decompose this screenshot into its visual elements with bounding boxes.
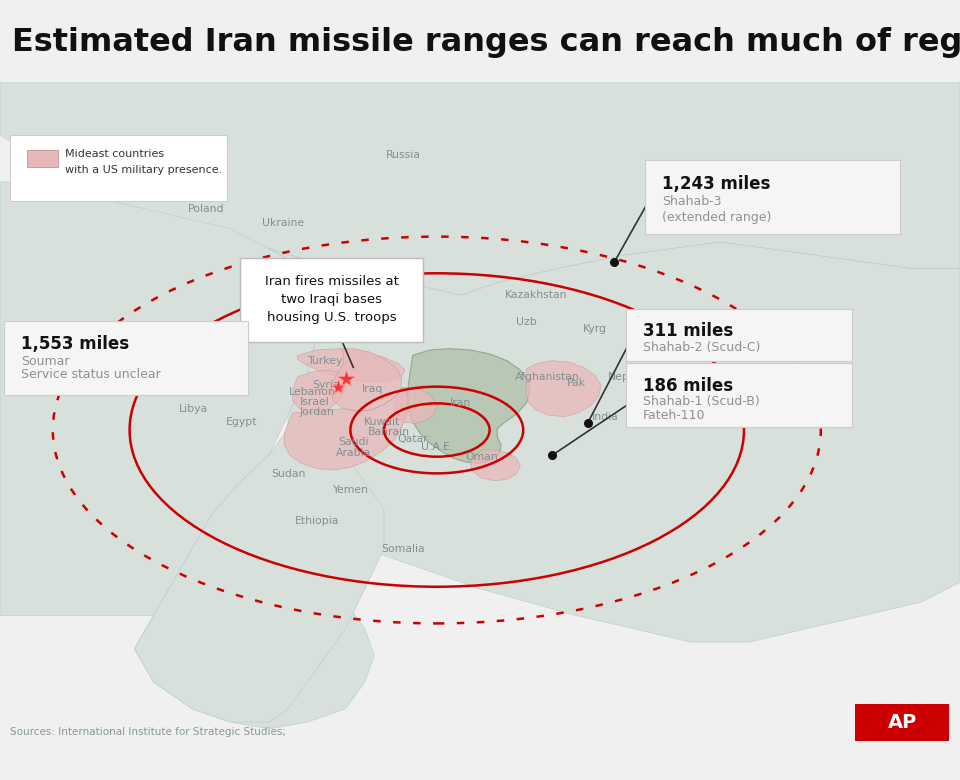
Text: Shahab-2 (Scud-C): Shahab-2 (Scud-C) [643,341,760,353]
Text: Iraq: Iraq [362,384,383,394]
Text: Kazakhstan: Kazakhstan [504,290,567,300]
Text: Poland: Poland [188,204,225,214]
Text: Ukraine: Ukraine [262,218,304,229]
Text: Egypt: Egypt [227,417,257,427]
Text: Estimated Iran missile ranges can reach much of region: Estimated Iran missile ranges can reach … [12,27,960,58]
Text: Oman: Oman [466,452,498,462]
Text: Mideast countries: Mideast countries [65,149,164,159]
Text: Qatar: Qatar [397,434,428,444]
Text: Iran: Iran [450,399,471,409]
FancyBboxPatch shape [626,363,852,427]
FancyBboxPatch shape [626,309,852,360]
Text: Pak: Pak [566,378,586,388]
Text: Ethiopia: Ethiopia [295,516,339,526]
Text: Israel: Israel [300,397,329,407]
Polygon shape [0,182,374,729]
Text: Bahrain: Bahrain [368,427,410,437]
Text: Kuwait: Kuwait [364,417,400,427]
Text: 311 miles: 311 miles [643,322,733,340]
Text: Yemen: Yemen [332,485,369,495]
Polygon shape [284,388,408,470]
Text: Lebanon: Lebanon [289,387,335,397]
FancyBboxPatch shape [240,258,423,342]
Text: 186 miles: 186 miles [643,377,733,395]
Text: (extended range): (extended range) [662,211,772,224]
Text: Uzb: Uzb [516,317,537,327]
Text: Libya: Libya [180,404,208,413]
Text: Nepal: Nepal [609,371,639,381]
Text: U.A.E.: U.A.E. [420,442,453,452]
Text: Russia: Russia [386,151,420,160]
Text: Shahab-1 (Scud-B): Shahab-1 (Scud-B) [643,395,760,409]
Text: Soumar: Soumar [21,355,70,367]
Text: Somalia: Somalia [381,544,425,554]
Text: Syria: Syria [313,381,340,390]
Text: 1,243 miles: 1,243 miles [662,176,771,193]
Polygon shape [134,415,384,722]
Polygon shape [330,349,401,411]
Polygon shape [298,349,405,382]
Text: 1,553 miles: 1,553 miles [21,335,130,353]
FancyBboxPatch shape [10,135,227,200]
Text: with a US military presence.: with a US military presence. [65,165,223,175]
Text: Turkey: Turkey [307,356,342,366]
Text: Jordan: Jordan [300,407,334,417]
Text: Shahab-3: Shahab-3 [662,195,722,208]
Text: Fateh-110: Fateh-110 [643,409,706,422]
Polygon shape [293,370,348,413]
Polygon shape [394,388,437,424]
Text: Iran fires missiles at
two Iraqi bases
housing U.S. troops: Iran fires missiles at two Iraqi bases h… [265,275,398,324]
Polygon shape [269,242,960,642]
Text: India: India [591,412,618,422]
FancyBboxPatch shape [4,321,248,395]
Polygon shape [470,450,520,480]
Text: Sudan: Sudan [271,469,305,479]
Text: Sources: International Institute for Strategic Studies;: Sources: International Institute for Str… [10,727,286,737]
Polygon shape [0,82,960,296]
FancyBboxPatch shape [645,160,900,234]
Polygon shape [407,349,530,463]
Text: Kyrg: Kyrg [584,324,608,334]
Text: China: China [714,363,745,374]
Text: Saudi
Arabia: Saudi Arabia [336,437,371,458]
Text: Afghanistan: Afghanistan [515,371,580,381]
Text: AP: AP [888,713,917,732]
FancyBboxPatch shape [855,704,949,742]
FancyBboxPatch shape [27,150,58,167]
Text: Service status unclear: Service status unclear [21,368,161,381]
Polygon shape [526,360,601,417]
